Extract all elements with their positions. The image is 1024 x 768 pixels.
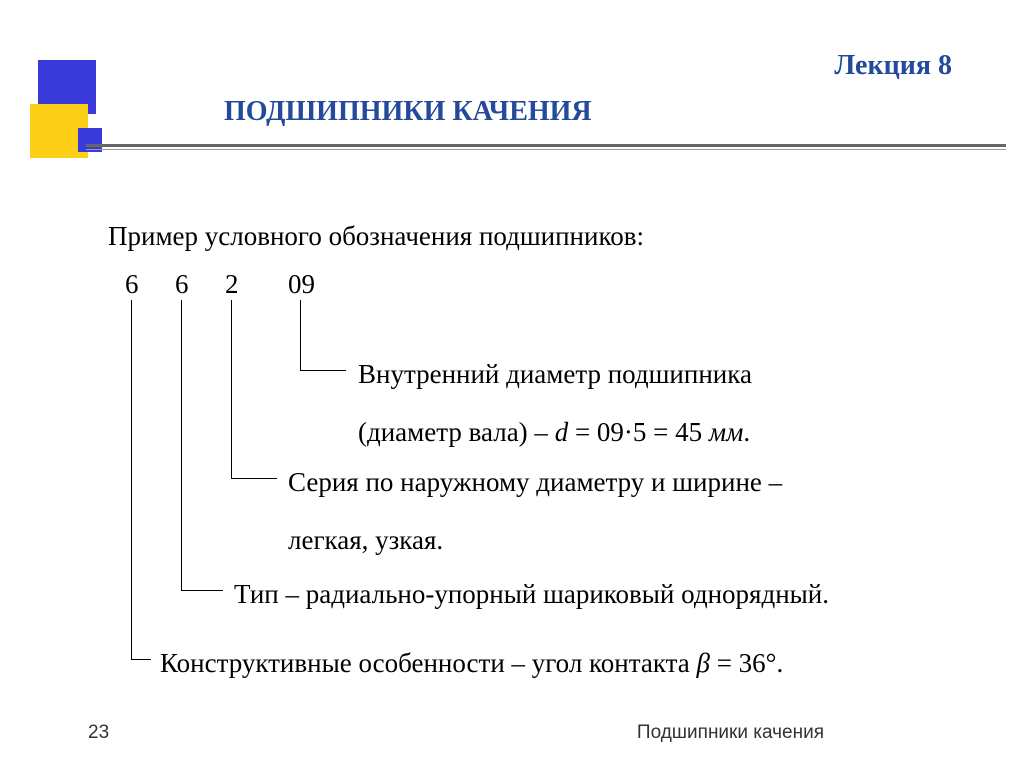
desc-series-2: легкая, узкая. bbox=[288, 524, 443, 556]
code-digit-2: 6 bbox=[175, 269, 189, 300]
desc1b-dot: . bbox=[743, 417, 750, 447]
unit-mm: мм bbox=[709, 417, 743, 447]
desc-type: Тип – радиально-упорный шариковый одноря… bbox=[234, 578, 829, 610]
lecture-label: Лекция 8 bbox=[834, 50, 952, 82]
slide-title: ПОДШИПНИКИ КАЧЕНИЯ bbox=[224, 96, 592, 128]
bracket-d2-h bbox=[181, 590, 223, 591]
bracket-d4-h bbox=[300, 370, 346, 371]
desc-inner-diameter-2: (диаметр вала) – d = 09·5 = 45 мм. bbox=[358, 416, 750, 448]
desc-series-1: Серия по наружному диаметру и ширине – bbox=[288, 466, 782, 498]
header-rule-thin bbox=[86, 149, 1006, 150]
bracket-d2-v bbox=[181, 300, 182, 590]
desc-construction: Конструктивные особенности – угол контак… bbox=[160, 647, 783, 679]
intro-text: Пример условного обозначения подшипников… bbox=[108, 220, 644, 252]
bracket-d3-h bbox=[231, 478, 277, 479]
var-d: d bbox=[555, 417, 569, 447]
bracket-d1-v bbox=[131, 300, 132, 659]
footer-label: Подшипники качения bbox=[637, 722, 824, 744]
bracket-d1-h bbox=[131, 659, 151, 660]
desc4-post: = 36°. bbox=[710, 648, 783, 678]
bracket-d4-v bbox=[300, 300, 301, 370]
desc-inner-diameter: Внутренний диаметр подшипника bbox=[358, 358, 752, 390]
desc1b-post: = 09·5 = 45 bbox=[568, 417, 709, 447]
header-rule-thick bbox=[86, 144, 1006, 147]
desc4-pre: Конструктивные особенности – угол контак… bbox=[160, 648, 696, 678]
slide: Лекция 8 ПОДШИПНИКИ КАЧЕНИЯ Пример услов… bbox=[0, 0, 1024, 768]
bracket-d3-v bbox=[231, 300, 232, 478]
page-number: 23 bbox=[88, 722, 109, 744]
code-digit-4: 09 bbox=[288, 269, 315, 300]
beta-symbol: β bbox=[696, 648, 709, 678]
code-digit-1: 6 bbox=[125, 269, 139, 300]
code-digit-3: 2 bbox=[225, 269, 239, 300]
desc1b-pre: (диаметр вала) – bbox=[358, 417, 555, 447]
